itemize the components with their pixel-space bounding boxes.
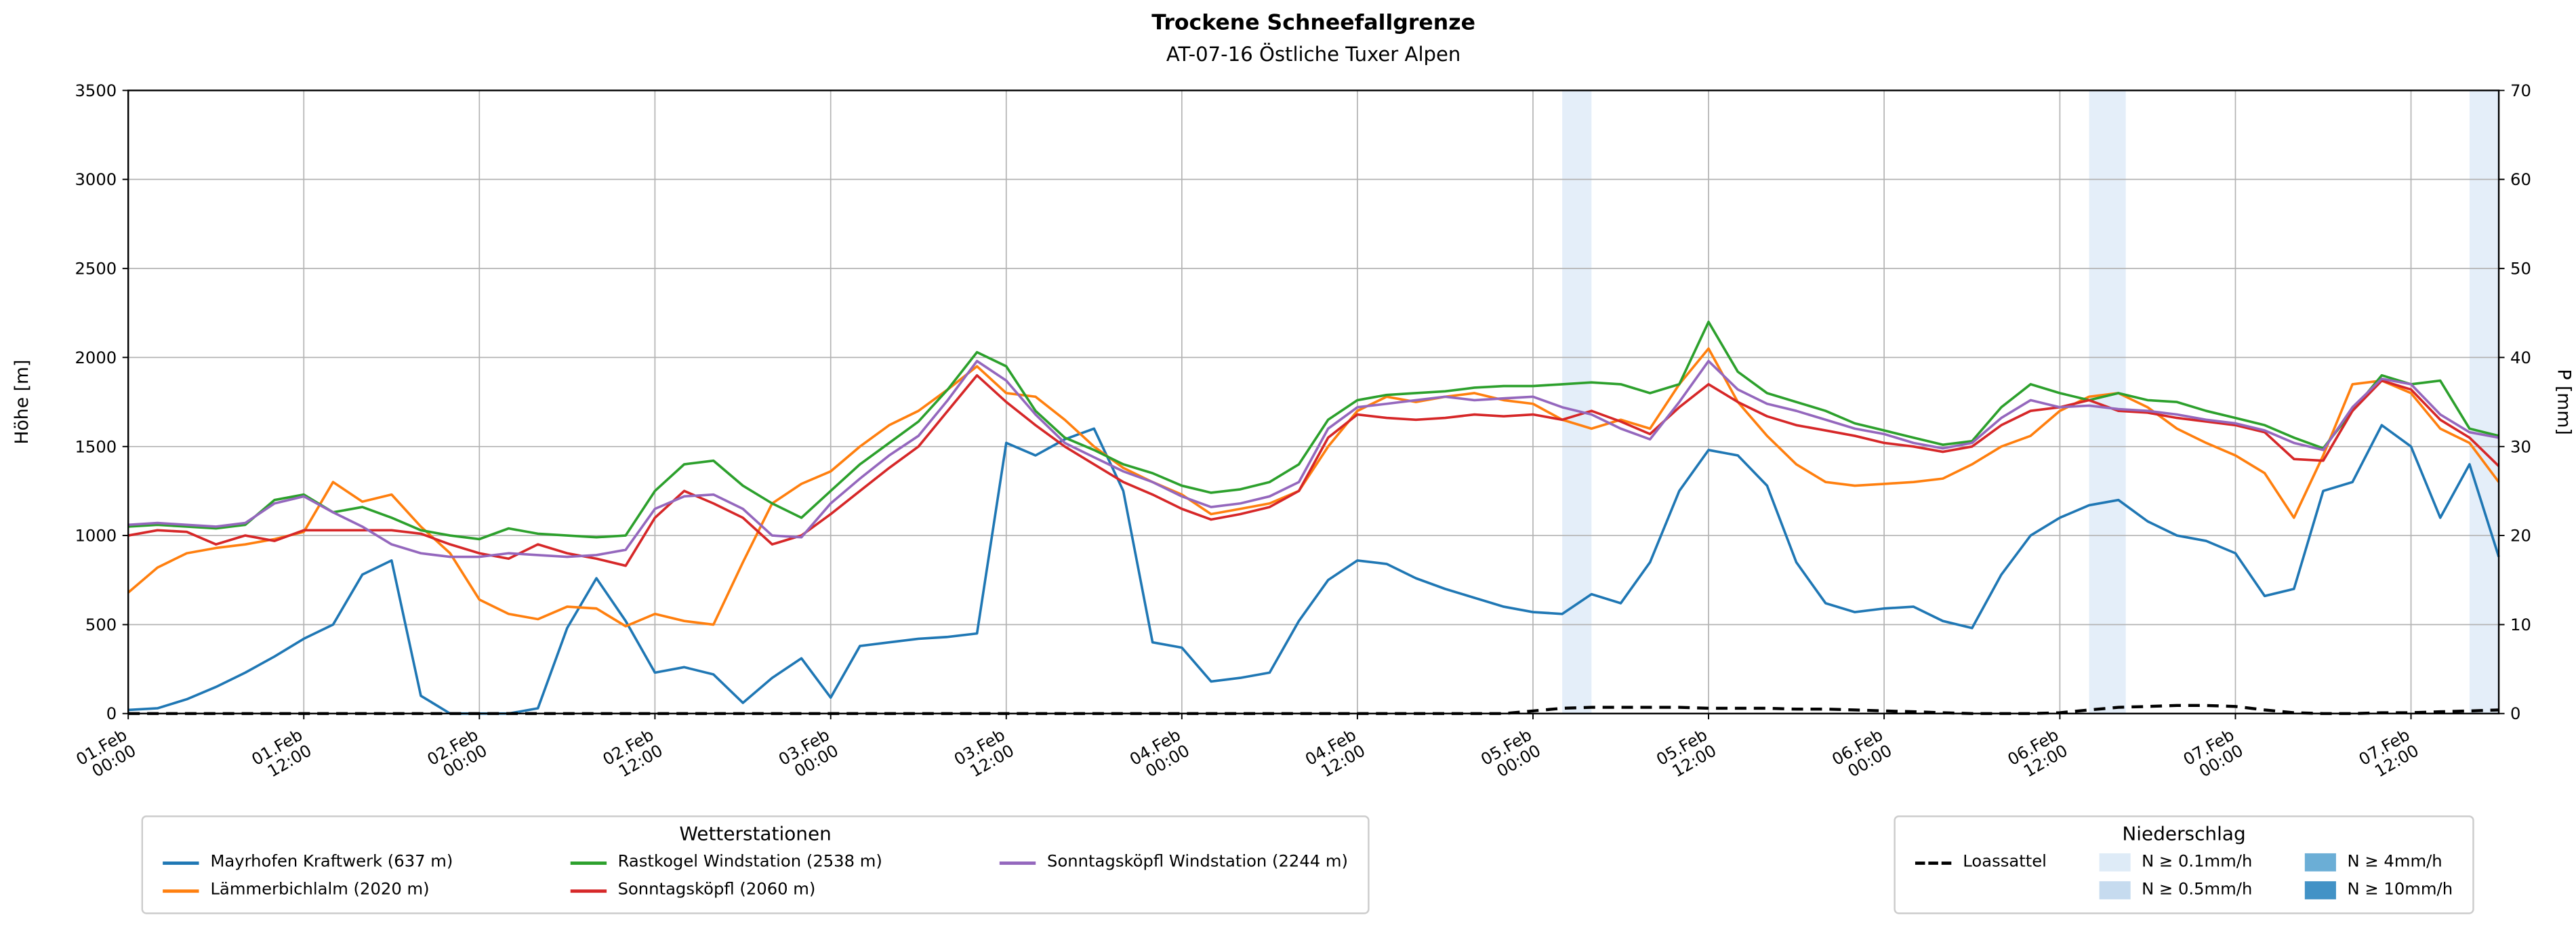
legend-item-n10: N ≥ 10mm/h xyxy=(2304,881,2453,899)
line-swatch-icon xyxy=(999,860,1036,864)
svg-text:02.Feb00:00: 02.Feb00:00 xyxy=(424,725,490,785)
y-tick-label-left: 3000 xyxy=(75,169,117,189)
legend-item-n05: N ≥ 0.5mm/h xyxy=(2099,881,2252,899)
y-tick-label-right: 20 xyxy=(2510,526,2531,546)
loassattel-line xyxy=(128,704,2499,715)
legend-item-loassattel: Loassattel xyxy=(1915,853,2047,872)
svg-text:06.Feb00:00: 06.Feb00:00 xyxy=(1828,725,1895,785)
x-tick-label: 01.Feb12:00 xyxy=(248,725,314,785)
y-axis-label-left: Höhe [m] xyxy=(12,360,33,445)
svg-text:05.Feb12:00: 05.Feb12:00 xyxy=(1653,725,1719,785)
x-tick-label: 05.Feb12:00 xyxy=(1653,725,1719,785)
legend-item-laemmerbichlalm: Lämmerbichlalm (2020 m) xyxy=(163,881,453,899)
y-tick-label-left: 1000 xyxy=(75,526,117,546)
y-tick-label-left: 2500 xyxy=(75,259,117,279)
series-line-1 xyxy=(127,347,2500,628)
y-tick-label-left: 2000 xyxy=(75,348,117,367)
legend-item-rastkogel-windstation: Rastkogel Windstation (2538 m) xyxy=(570,853,882,872)
line-swatch-icon xyxy=(570,860,607,864)
svg-text:05.Feb00:00: 05.Feb00:00 xyxy=(1477,725,1544,785)
y-tick-label-right: 0 xyxy=(2510,704,2520,723)
series-line-4 xyxy=(128,359,2499,559)
legend-item-n01: N ≥ 0.1mm/h xyxy=(2099,853,2252,872)
chart-subtitle: AT-07-16 Östliche Tuxer Alpen xyxy=(1166,43,1461,66)
x-tick-label: 04.Feb00:00 xyxy=(1126,725,1193,785)
y-tick-label-right: 60 xyxy=(2510,169,2531,189)
svg-text:04.Feb12:00: 04.Feb12:00 xyxy=(1302,725,1368,785)
y-tick-label-right: 40 xyxy=(2510,348,2531,367)
legend-label: N ≥ 4mm/h xyxy=(2347,853,2442,872)
y-axis-label-right: P [mm] xyxy=(2553,369,2574,434)
svg-text:06.Feb12:00: 06.Feb12:00 xyxy=(2004,725,2070,785)
legend-label: Mayrhofen Kraftwerk (637 m) xyxy=(210,853,453,872)
line-swatch-icon xyxy=(163,889,199,892)
x-tick-label: 07.Feb00:00 xyxy=(2180,725,2246,785)
svg-text:01.Feb12:00: 01.Feb12:00 xyxy=(248,725,314,785)
patch-swatch-icon xyxy=(2099,881,2131,899)
x-tick-label: 01.Feb00:00 xyxy=(73,725,139,785)
patch-swatch-icon xyxy=(2304,881,2336,899)
svg-text:03.Feb12:00: 03.Feb12:00 xyxy=(951,725,1017,785)
legend-item-sonntagskoepfl: Sonntagsköpfl (2060 m) xyxy=(570,881,882,899)
x-tick-label: 03.Feb12:00 xyxy=(951,725,1017,785)
svg-text:03.Feb00:00: 03.Feb00:00 xyxy=(775,725,842,785)
svg-text:07.Feb12:00: 07.Feb12:00 xyxy=(2355,725,2421,785)
legend-stations-title: Wetterstationen xyxy=(679,821,832,845)
svg-text:01.Feb00:00: 01.Feb00:00 xyxy=(73,725,139,785)
y-tick-label-left: 0 xyxy=(106,704,117,723)
legend-precip-title: Niederschlag xyxy=(2122,821,2246,845)
legend-item-n4: N ≥ 4mm/h xyxy=(2304,853,2453,872)
x-tick-label: 02.Feb12:00 xyxy=(599,725,666,785)
chart-title: Trockene Schneefallgrenze xyxy=(1151,11,1475,37)
y-tick-label-left: 1500 xyxy=(75,436,117,456)
x-tick-label: 06.Feb12:00 xyxy=(2004,725,2070,785)
svg-text:04.Feb00:00: 04.Feb00:00 xyxy=(1126,725,1193,785)
legend-label: N ≥ 0.1mm/h xyxy=(2142,853,2253,872)
legend-label: N ≥ 10mm/h xyxy=(2347,881,2453,899)
legend-item-sonntagskoepfl-windstation: Sonntagsköpfl Windstation (2244 m) xyxy=(999,853,1349,872)
x-tick-label: 04.Feb12:00 xyxy=(1302,725,1368,785)
y-tick-label-right: 50 xyxy=(2510,259,2531,279)
y-tick-label-right: 10 xyxy=(2510,615,2531,634)
precip-band xyxy=(2469,90,2499,714)
svg-text:07.Feb00:00: 07.Feb00:00 xyxy=(2180,725,2246,785)
legend-label: Sonntagsköpfl Windstation (2244 m) xyxy=(1047,853,1349,872)
x-tick-label: 03.Feb00:00 xyxy=(775,725,842,785)
legend-precip: Niederschlag Loassattel N ≥ 0.1mm/h N ≥ … xyxy=(1894,815,2474,914)
plot-border xyxy=(127,89,2500,714)
x-tick-label: 05.Feb00:00 xyxy=(1477,725,1544,785)
svg-text:02.Feb12:00: 02.Feb12:00 xyxy=(599,725,666,785)
y-tick-label-left: 3500 xyxy=(75,81,117,100)
legend-label: Loassattel xyxy=(1963,853,2047,872)
x-tick-label: 06.Feb00:00 xyxy=(1828,725,1895,785)
legend-stations: Wetterstationen Mayrhofen Kraftwerk (637… xyxy=(141,815,1370,914)
x-tick-label: 02.Feb00:00 xyxy=(424,725,490,785)
line-swatch-icon xyxy=(570,889,607,892)
y-tick-label-right: 30 xyxy=(2510,436,2531,456)
legend-label: Sonntagsköpfl (2060 m) xyxy=(617,881,816,899)
series-line-3 xyxy=(127,373,2500,567)
line-swatch-icon xyxy=(163,860,199,864)
legend-label: Rastkogel Windstation (2538 m) xyxy=(617,853,882,872)
y-tick-label-left: 500 xyxy=(85,615,117,634)
precip-band xyxy=(1562,90,1592,714)
series-line-0 xyxy=(128,424,2500,715)
dashed-line-swatch-icon xyxy=(1915,860,1952,864)
legend-label: Lämmerbichlalm (2020 m) xyxy=(210,881,430,899)
x-tick-label: 07.Feb12:00 xyxy=(2355,725,2421,785)
patch-swatch-icon xyxy=(2099,853,2131,872)
legend-item-mayrhofen-kraftwerk: Mayrhofen Kraftwerk (637 m) xyxy=(163,853,453,872)
patch-swatch-icon xyxy=(2304,853,2336,872)
legend-label: N ≥ 0.5mm/h xyxy=(2142,881,2253,899)
series-line-2 xyxy=(128,321,2499,541)
y-tick-label-right: 70 xyxy=(2510,81,2531,100)
